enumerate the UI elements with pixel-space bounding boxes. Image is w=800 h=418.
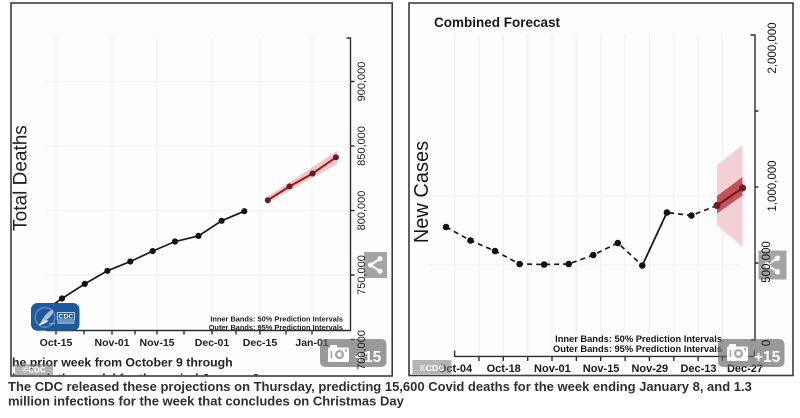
svg-text:2,000,000: 2,000,000 (767, 22, 779, 73)
svg-text:+15: +15 (754, 349, 781, 366)
svg-text:hrough the model for the perio: hrough the model for the period January … (12, 371, 263, 385)
svg-text:800,000: 800,000 (356, 191, 368, 231)
svg-text:750,000: 750,000 (356, 255, 368, 295)
svg-text:1,000,000: 1,000,000 (767, 160, 779, 211)
svg-text:©CDC: ©CDC (22, 366, 45, 375)
svg-text:Combined Forecast: Combined Forecast (434, 15, 561, 30)
svg-text:850,000: 850,000 (356, 126, 368, 166)
svg-text:Dec-01: Dec-01 (195, 337, 230, 349)
svg-text:+15: +15 (355, 349, 382, 366)
svg-text:Total Deaths: Total Deaths (11, 125, 32, 231)
svg-text:The CDC released these project: The CDC released these projections on Th… (8, 379, 752, 394)
svg-text:Inner Bands: 50% Prediction In: Inner Bands: 50% Prediction Intervals (555, 334, 722, 344)
svg-text:Dec-27: Dec-27 (727, 363, 763, 375)
svg-text:500,000: 500,000 (761, 241, 773, 283)
svg-text:Oct-18: Oct-18 (487, 363, 521, 375)
svg-text:Nov-15: Nov-15 (139, 337, 174, 349)
svg-text:million infections for the wee: million infections for the week that con… (8, 394, 405, 409)
svg-text:Oct-15: Oct-15 (40, 337, 73, 349)
svg-text:©CDC: ©CDC (420, 363, 445, 373)
svg-text:700,000: 700,000 (356, 330, 368, 370)
svg-text:Outer Bands: 95% Prediction In: Outer Bands: 95% Prediction Intervals (209, 323, 343, 332)
svg-text:Nov-15: Nov-15 (583, 363, 620, 375)
svg-text:he prior week from October 9 t: he prior week from October 9 through (12, 356, 233, 370)
svg-text:Oct-04: Oct-04 (438, 363, 473, 375)
svg-text:0: 0 (761, 340, 773, 346)
svg-text:New Cases: New Cases (411, 141, 433, 243)
svg-text:CDC: CDC (59, 314, 74, 321)
svg-text:Nov-01: Nov-01 (534, 363, 571, 375)
svg-text:Nov-29: Nov-29 (631, 363, 668, 375)
svg-text:900,000: 900,000 (356, 62, 368, 102)
svg-text:Outer Bands: 95% Prediction In: Outer Bands: 95% Prediction Intervals (553, 344, 722, 354)
svg-text:Dec-13: Dec-13 (680, 363, 716, 375)
svg-text:Nov-01: Nov-01 (94, 337, 129, 349)
svg-text:Dec-15: Dec-15 (243, 337, 278, 349)
svg-text:Inner Bands: 50% Prediction In: Inner Bands: 50% Prediction Intervals (210, 315, 343, 324)
